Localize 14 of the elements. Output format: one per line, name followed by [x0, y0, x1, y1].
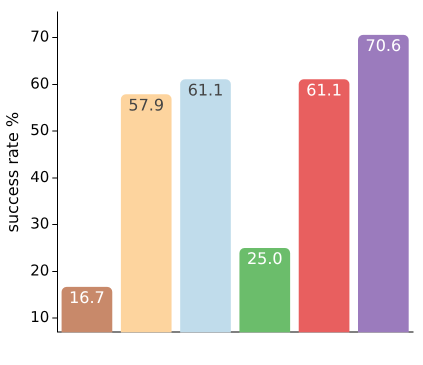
data-label: 61.1: [306, 80, 342, 100]
y-tick-label: 20: [30, 261, 50, 280]
y-tick-label: 60: [30, 74, 50, 92]
data-label: 70.6: [366, 36, 402, 56]
y-tick-label: 40: [30, 168, 50, 186]
y-tick-label: 50: [30, 121, 50, 140]
y-axis-title: success rate %: [2, 112, 22, 232]
data-label: 16.7: [69, 288, 105, 308]
data-label: 25.0: [246, 249, 283, 268]
y-tick-label: 10: [30, 308, 50, 326]
y-tick-label: 30: [30, 214, 50, 233]
data-label: 61.1: [188, 80, 224, 100]
y-tick-label: 70: [30, 28, 50, 46]
data-label: 57.9: [128, 95, 164, 114]
